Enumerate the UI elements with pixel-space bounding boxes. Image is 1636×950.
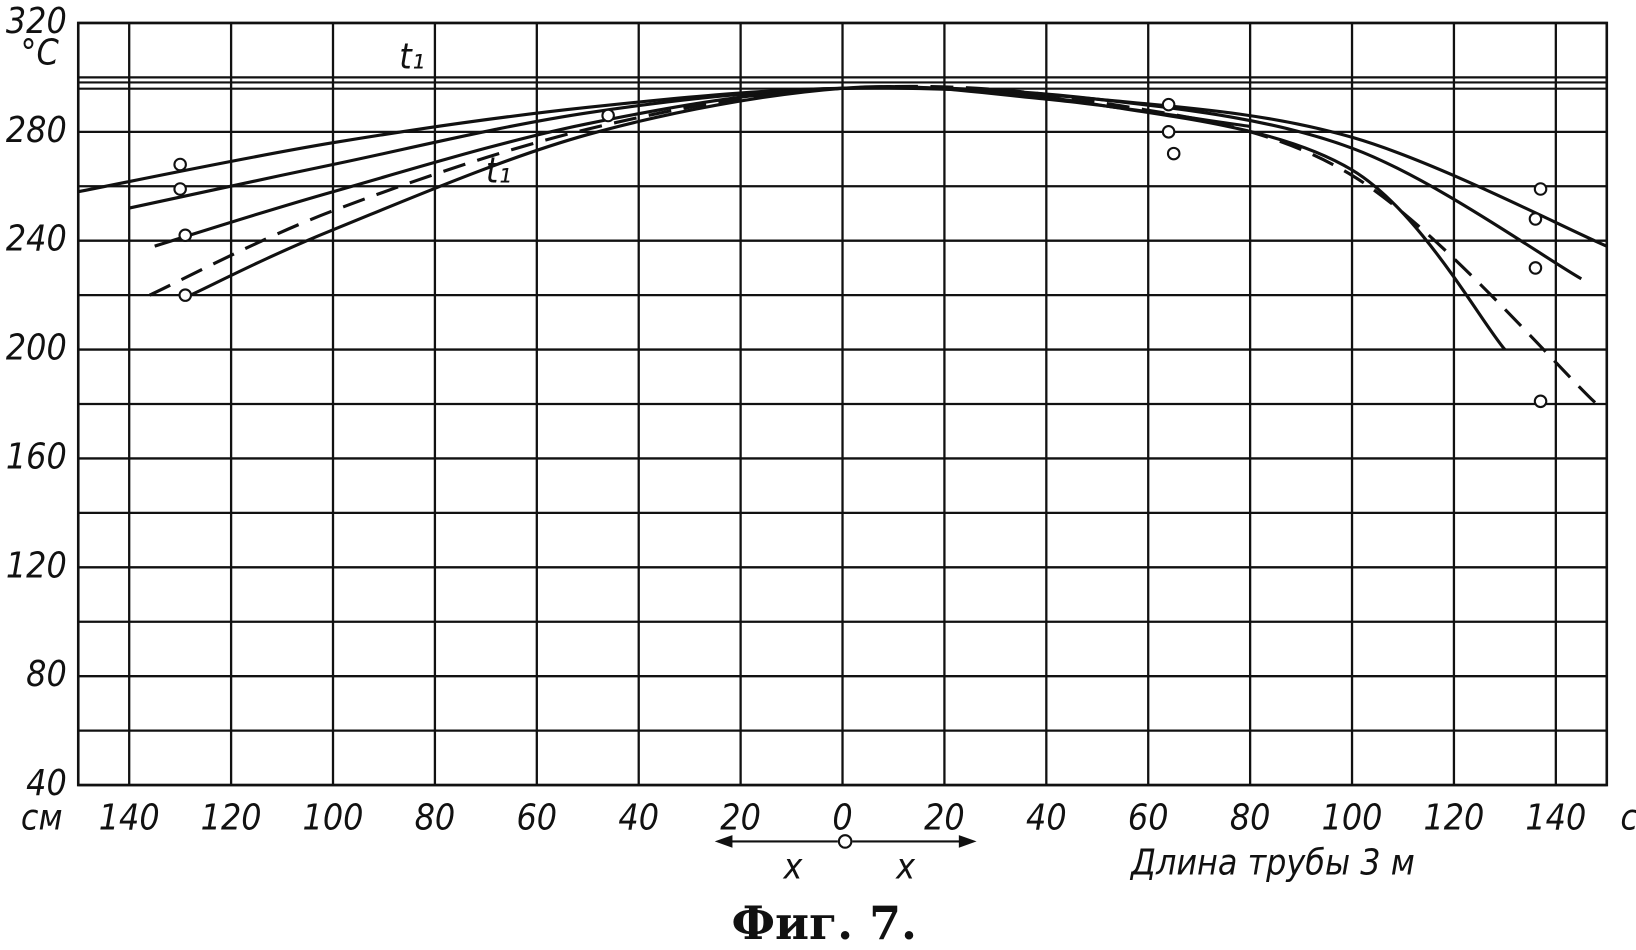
x-tick-label: 120 xyxy=(201,797,262,838)
x-unit-right: см xyxy=(1620,797,1636,838)
y-tick-label: 240 xyxy=(6,219,67,260)
data-point xyxy=(178,228,193,243)
y-unit: °C xyxy=(21,32,60,73)
data-point xyxy=(173,182,187,196)
x-tick-label: 100 xyxy=(1322,797,1383,838)
y-tick-label: 120 xyxy=(6,545,67,586)
x-tick-label: 60 xyxy=(1128,797,1169,838)
data-point xyxy=(1528,261,1543,275)
data-point xyxy=(178,288,193,302)
y-tick-label: 40 xyxy=(26,763,67,804)
x-tick-label: 120 xyxy=(1423,797,1484,838)
reference-label: t₁ xyxy=(399,36,424,77)
arrow-head xyxy=(958,835,977,848)
x-tick-label: 0 xyxy=(832,797,852,838)
x-tick-label: 80 xyxy=(1230,797,1271,838)
data-point xyxy=(173,157,187,172)
data-point xyxy=(1161,97,1176,112)
x-tick-label: 20 xyxy=(924,797,965,838)
y-tick-label: 160 xyxy=(6,436,67,477)
x-unit-left: см xyxy=(21,797,63,838)
x-tick-label: 140 xyxy=(1525,797,1586,838)
data-point xyxy=(601,108,615,123)
x-axis-label: Длина трубы 3 м xyxy=(1129,842,1415,883)
caption: Фиг. 7. xyxy=(731,896,917,950)
origin-circle xyxy=(837,834,853,849)
arrow-head xyxy=(714,835,733,848)
curve xyxy=(148,84,1598,406)
x-tick-label: 100 xyxy=(303,797,364,838)
y-tick-label: 280 xyxy=(6,110,67,151)
data-point xyxy=(1533,394,1548,409)
x-tick-label: 80 xyxy=(415,797,456,838)
x-tick-label: 140 xyxy=(99,797,160,838)
data-point xyxy=(1161,125,1176,139)
y-tick-label: 200 xyxy=(6,328,67,369)
data-point xyxy=(1533,182,1548,196)
curve xyxy=(128,86,1583,281)
x-tick-label: 60 xyxy=(517,797,558,838)
direction-arrows xyxy=(714,834,977,849)
x-tick-label: 40 xyxy=(618,797,659,838)
y-tick-label: 320 xyxy=(6,1,67,42)
direction-label: x xyxy=(783,847,804,888)
data-point xyxy=(1528,212,1543,226)
x-tick-label: 20 xyxy=(720,797,761,838)
direction-label: x xyxy=(895,847,916,888)
data-point xyxy=(1166,146,1181,161)
y-tick-label: 80 xyxy=(26,654,67,695)
x-tick-label: 40 xyxy=(1026,797,1067,838)
curve xyxy=(189,84,1251,297)
